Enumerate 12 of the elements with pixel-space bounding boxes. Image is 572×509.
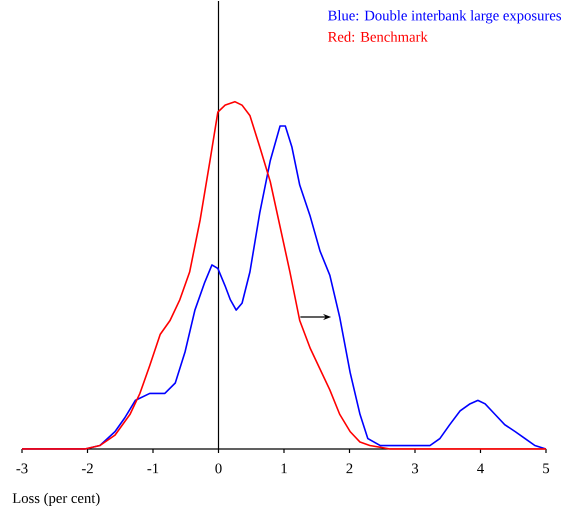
x-axis-title: Loss (per cent) bbox=[12, 492, 100, 506]
x-tick-label: -3 bbox=[16, 463, 28, 474]
text: Red: Benchmark bbox=[328, 31, 428, 42]
text: Blue: Double interbank large exposures bbox=[328, 10, 561, 24]
x-tick-label: -1 bbox=[147, 463, 158, 474]
x-tick-label: 0 bbox=[215, 463, 222, 474]
x-tick-label: 5 bbox=[543, 463, 550, 474]
x-tick-label: 2 bbox=[346, 463, 352, 474]
x-tick-label: 4 bbox=[477, 463, 484, 474]
x-tick-label: -2 bbox=[82, 463, 93, 474]
x-tick-label: 3 bbox=[412, 463, 418, 474]
x-tick-label: 1 bbox=[282, 463, 287, 474]
